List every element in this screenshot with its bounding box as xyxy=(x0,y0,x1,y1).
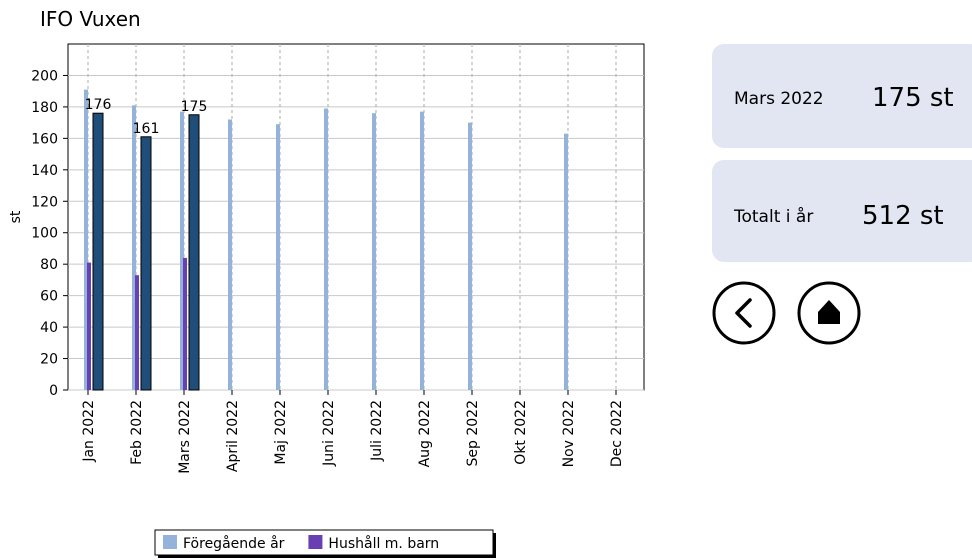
bar xyxy=(132,105,136,390)
card-label: Mars 2022 xyxy=(734,89,824,109)
x-tick-label: April 2022 xyxy=(225,400,241,472)
y-tick-label: 160 xyxy=(31,131,58,147)
card xyxy=(712,44,972,148)
x-tick-label: Dec 2022 xyxy=(609,400,625,467)
data-label: 175 xyxy=(181,99,208,115)
x-tick-label: Mars 2022 xyxy=(177,400,193,474)
home-button[interactable] xyxy=(797,281,861,345)
x-tick-label: Aug 2022 xyxy=(417,400,433,467)
bar xyxy=(183,257,187,390)
back-button[interactable] xyxy=(712,281,776,345)
legend-box xyxy=(154,529,494,556)
x-tick-label: Okt 2022 xyxy=(513,400,529,465)
bar xyxy=(564,133,568,391)
card-label: Totalt i år xyxy=(733,206,813,227)
legend-shadow xyxy=(158,555,496,558)
chart-title: IFO Vuxen xyxy=(40,7,141,31)
bar xyxy=(92,112,104,391)
y-tick-label: 100 xyxy=(31,226,58,242)
bar xyxy=(180,111,184,391)
x-tick-label: Jan 2022 xyxy=(81,400,97,463)
bar xyxy=(140,136,152,391)
x-tick-label: Juli 2022 xyxy=(369,400,385,462)
legend-swatch xyxy=(163,535,177,549)
bar xyxy=(228,119,232,390)
y-tick-label: 60 xyxy=(40,289,58,305)
y-tick-label: 180 xyxy=(31,100,58,116)
data-label: 161 xyxy=(133,121,160,137)
card xyxy=(712,160,972,262)
bar xyxy=(420,111,424,391)
bar xyxy=(468,122,472,391)
x-tick-label: Sep 2022 xyxy=(465,400,481,466)
bar xyxy=(276,124,280,390)
legend-label: Hushåll m. barn xyxy=(328,535,439,552)
y-tick-label: 0 xyxy=(49,383,58,399)
bar xyxy=(324,108,328,391)
bar xyxy=(135,275,139,390)
card-value: 512 st xyxy=(862,201,944,231)
x-tick-label: Nov 2022 xyxy=(561,400,577,467)
y-tick-label: 20 xyxy=(40,352,58,368)
plot-frame xyxy=(67,43,645,391)
x-tick-label: Maj 2022 xyxy=(273,400,289,465)
card-value: 175 st xyxy=(872,83,954,113)
bar xyxy=(84,89,88,390)
y-tick-label: 80 xyxy=(40,257,58,273)
x-tick-label: Juni 2022 xyxy=(321,400,337,467)
bar xyxy=(372,113,376,390)
y-tick-label: 140 xyxy=(31,163,58,179)
legend-label: Föregående år xyxy=(183,535,285,552)
y-tick-label: 40 xyxy=(40,320,58,336)
bar xyxy=(87,262,91,390)
x-tick-label: Feb 2022 xyxy=(129,400,145,465)
y-axis-label: st xyxy=(8,210,24,223)
bar xyxy=(188,114,200,391)
legend-swatch xyxy=(308,535,323,549)
data-label: 176 xyxy=(85,97,112,113)
legend-shadow xyxy=(493,533,496,558)
y-tick-label: 200 xyxy=(31,68,58,84)
y-tick-label: 120 xyxy=(31,194,58,210)
